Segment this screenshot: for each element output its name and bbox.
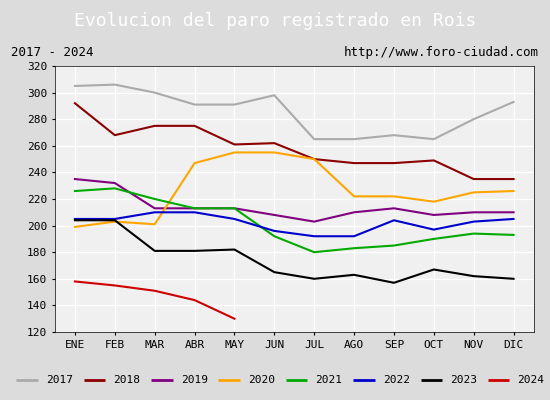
- Text: 2017: 2017: [46, 375, 73, 386]
- Text: 2021: 2021: [316, 375, 343, 386]
- Text: 2024: 2024: [518, 375, 544, 386]
- Text: http://www.foro-ciudad.com: http://www.foro-ciudad.com: [344, 46, 539, 59]
- Text: 2017 - 2024: 2017 - 2024: [11, 46, 94, 59]
- Text: Evolucion del paro registrado en Rois: Evolucion del paro registrado en Rois: [74, 12, 476, 30]
- Text: 2019: 2019: [180, 375, 208, 386]
- Text: 2018: 2018: [113, 375, 140, 386]
- Text: 2022: 2022: [383, 375, 410, 386]
- Text: 2020: 2020: [248, 375, 275, 386]
- Text: 2023: 2023: [450, 375, 477, 386]
